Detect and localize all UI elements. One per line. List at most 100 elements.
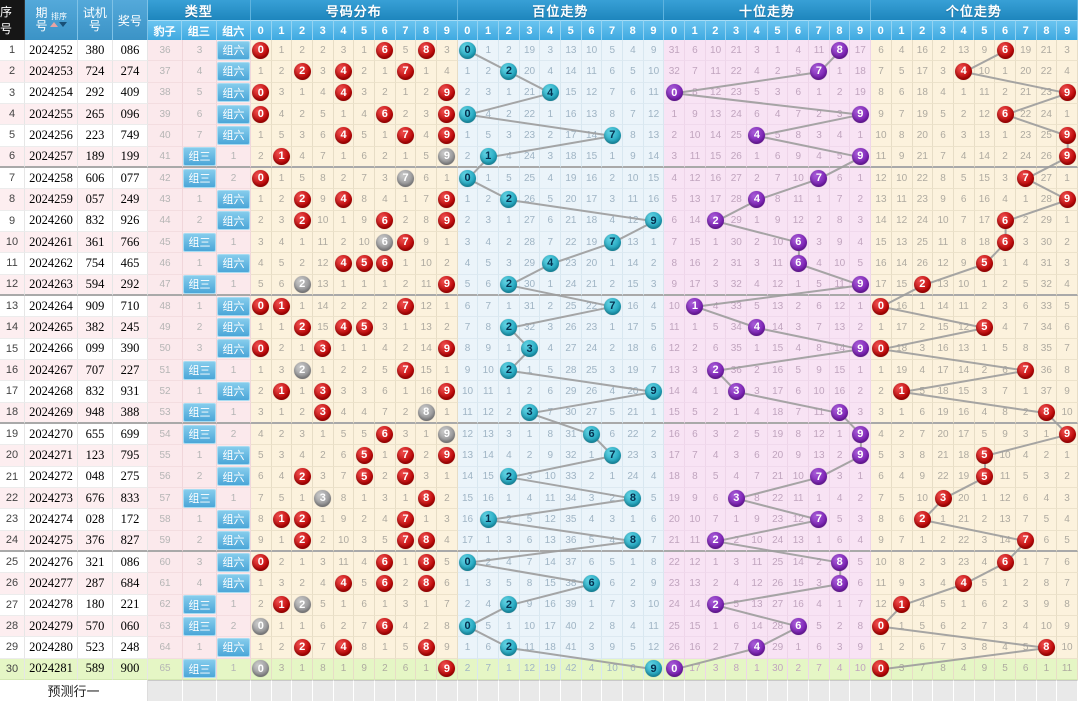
prediction-cell[interactable] [292,680,314,701]
baozi-miss-cell: 36 [148,40,183,62]
prediction-cell[interactable] [416,680,438,701]
prediction-cell[interactable] [217,680,251,701]
cell-text: 6 [630,663,636,675]
prediction-cell[interactable] [933,680,954,701]
prediction-cell[interactable] [829,680,851,701]
cell-text: 21 [668,534,680,546]
prediction-cell[interactable] [183,680,217,701]
prediction-cell[interactable] [478,680,500,701]
prediction-cell[interactable] [561,680,582,701]
prediction-cell[interactable] [850,680,872,701]
seq-cell: 8 [0,189,25,211]
cell-text: 20 [1020,65,1032,77]
cell-text: 1 [230,663,237,675]
prediction-cell[interactable] [953,680,975,701]
prediction-cell[interactable] [685,680,706,701]
cell-text: 4 [816,257,822,269]
zu6-badge: 组六 [217,467,250,487]
table-row: 28 2024279 570 060 63 组三 2 0 1 1 6 2 7 6 4 2 8 0 5 1 10 17 40 2… [0,615,1078,638]
hundreds-cell: 7 [643,359,665,382]
prediction-cell[interactable] [643,680,665,701]
dist-cell: 2 [395,338,417,360]
units-cell: 2 [912,509,934,531]
sort-desc-icon[interactable] [59,22,68,27]
cell-text: 1 [299,492,305,504]
prediction-cell[interactable] [437,680,458,701]
cell-text: 15 [565,87,577,99]
prediction-cell[interactable] [747,680,768,701]
prediction-cell[interactable] [148,680,183,701]
prize-digit-circle: 6 [996,105,1014,123]
sort-asc-icon[interactable] [50,22,59,27]
prediction-cell[interactable] [912,680,934,701]
tens-cell: 3 [726,445,748,467]
prediction-cell[interactable] [995,680,1016,701]
cell-text: 2 [320,449,326,461]
cell-text: 7 [836,193,843,205]
cell-text: 12 [751,577,763,589]
cell-text: 1 [981,278,988,290]
baozi-miss-cell: 64 [148,637,183,659]
cell-text: 1 [423,599,429,611]
baozi-miss-cell: 37 [148,61,183,83]
units-cell: 23 [1015,125,1037,147]
cell-text: 3 [816,236,822,248]
tens-cell: 20 [767,445,789,467]
tens-cell: 4 [850,231,872,254]
prediction-cell[interactable] [354,680,376,701]
hundreds-digit-circle: 7 [603,126,621,144]
prediction-cell[interactable] [705,680,727,701]
prediction-cell[interactable] [809,680,830,701]
tens-cell: 5 [747,423,768,446]
sort-control[interactable]: 排序 [50,13,68,27]
cell-text: 7 [1043,556,1050,568]
cell-text: 6 [423,172,429,184]
prize-digit-circle: 2 [293,212,311,230]
prize-number-cell: 292 [113,274,148,296]
zu3-badge: 组三 [183,232,216,252]
prediction-cell[interactable] [313,680,334,701]
prediction-cell[interactable] [1036,680,1058,701]
tens-cell: 3 [685,359,706,382]
prediction-cell[interactable] [974,680,996,701]
prediction-cell[interactable] [271,680,293,701]
prediction-cell[interactable] [457,680,479,701]
zu6-badge: 组六 [217,573,250,593]
cell-text: 6 [485,278,491,290]
prediction-cell[interactable] [871,680,892,701]
units-cell: 29 [1036,210,1058,232]
dist-cell: 5 [333,423,355,446]
prediction-cell[interactable] [726,680,748,701]
zu3-cell: 2 [183,317,217,339]
cell-text: 9 [1064,385,1070,397]
period-cell: 2024265 [25,317,78,339]
prediction-cell[interactable] [540,680,562,701]
prediction-cell[interactable] [499,680,520,701]
prediction-cell[interactable] [1015,680,1037,701]
tens-cell: 4 [747,125,768,147]
cell-text: 8 [981,641,988,653]
prediction-cell[interactable] [788,680,810,701]
tens-cell: 2 [747,231,768,254]
prediction-cell[interactable] [333,680,355,701]
prediction-cell[interactable] [1057,680,1078,701]
prediction-cell[interactable] [891,680,913,701]
prediction-cell[interactable] [395,680,417,701]
units-cell: 4 [995,637,1016,659]
hundreds-cell: 3 [519,338,541,360]
dist-cell: 1 [395,381,417,403]
cell-text: 2024253 [29,63,73,78]
cell-text: 15 [958,385,970,397]
prediction-cell[interactable] [767,680,789,701]
prediction-cell[interactable] [375,680,396,701]
prediction-cell[interactable] [664,680,686,701]
prediction-cell[interactable] [602,680,624,701]
prediction-cell[interactable] [623,680,644,701]
prediction-cell[interactable] [581,680,603,701]
prediction-cell[interactable] [519,680,541,701]
cell-text: 7 [382,406,388,418]
cell-text: 3 [960,129,967,141]
hundreds-digit-circle: 7 [603,233,621,251]
cell-text: 3 [340,385,347,397]
prediction-cell[interactable] [251,680,272,701]
